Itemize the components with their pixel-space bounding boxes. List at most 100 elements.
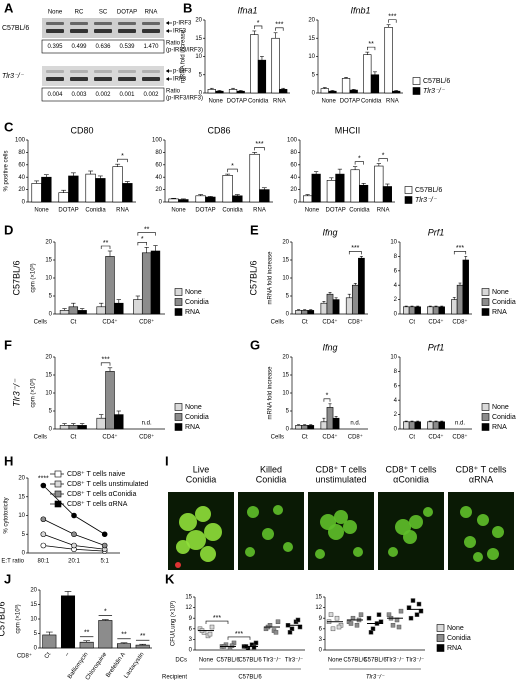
- band-label: p-IRF3: [173, 21, 192, 27]
- error-bar: [329, 177, 334, 181]
- significance: ***: [213, 615, 221, 622]
- bar: [384, 26, 393, 94]
- error-bar: [376, 163, 381, 167]
- y-tick-label: 10: [45, 391, 52, 397]
- y-tick-label: 60: [290, 162, 297, 168]
- bar: [141, 252, 152, 315]
- significance-bracket: [137, 242, 147, 246]
- y-tick-label: 15: [18, 494, 25, 500]
- legend-swatch: [481, 298, 490, 306]
- error-bar: [410, 420, 414, 422]
- error-bar: [217, 90, 222, 92]
- significance: **: [144, 226, 150, 233]
- not-determined: n.d.: [350, 421, 360, 427]
- y-tick-label: 15: [282, 373, 289, 379]
- bar: [150, 250, 161, 315]
- error-bar: [124, 181, 130, 184]
- bar: [335, 173, 345, 203]
- significance: ****: [38, 475, 49, 482]
- y-tick-label: 2: [394, 412, 398, 418]
- y-axis-label: mRNA fold increase: [181, 29, 187, 83]
- blot-column-label: SC: [99, 10, 108, 16]
- error-bar: [373, 71, 377, 75]
- point: [71, 542, 77, 549]
- chart-title: Ifng: [322, 227, 337, 237]
- legend-label: C57BL/6: [423, 78, 450, 85]
- bar: [350, 169, 360, 203]
- y-tick-label: 0: [199, 91, 203, 97]
- y-tick-label: 40: [155, 175, 162, 181]
- y-tick-label: 20: [18, 187, 25, 193]
- arrow-head: [166, 29, 169, 33]
- blot-band: [46, 70, 64, 73]
- blot-band: [46, 29, 64, 33]
- bar: [114, 302, 124, 315]
- y-tick-label: 5: [312, 72, 316, 78]
- error-bar: [386, 24, 391, 28]
- error-bar: [79, 423, 85, 426]
- error-bar: [107, 250, 113, 257]
- significance: **: [121, 632, 127, 639]
- x-tick-label: RNA: [253, 208, 266, 214]
- legend-swatch: [436, 624, 445, 632]
- significance-bracket: [378, 158, 388, 162]
- cell: [403, 530, 417, 544]
- x-tick-label: C57BL/6: [363, 658, 387, 664]
- ratio-table: [41, 39, 165, 54]
- bar: [359, 184, 369, 203]
- row-title: Tlr3⁻/⁻: [11, 378, 21, 407]
- x-tick-label: DOTAP: [227, 99, 247, 105]
- legend-label: Conidia: [492, 299, 516, 306]
- x-tick-label: Tlr3⁻/⁻: [263, 658, 281, 664]
- panel-letter: B: [183, 0, 192, 15]
- panel-letter: F: [4, 337, 12, 352]
- y-tick-label: 0: [319, 648, 323, 654]
- error-bar: [116, 410, 121, 415]
- bar: [326, 293, 334, 315]
- bar: [133, 299, 143, 315]
- significance: *: [358, 156, 361, 163]
- legend-label: CD8⁺ T cells αConidia: [67, 491, 136, 498]
- y-tick-label: 12: [185, 605, 192, 611]
- significance-bracket: [388, 19, 397, 23]
- error-bar: [404, 305, 408, 307]
- legend-label: Conidia: [185, 299, 209, 306]
- x-axis-label: E:T ratio: [1, 559, 24, 565]
- error-bar: [238, 90, 243, 92]
- bar: [345, 297, 353, 315]
- error-bar: [458, 282, 462, 286]
- dot: [396, 624, 402, 630]
- chart-title: CD80: [70, 125, 93, 135]
- significance-bracket: [227, 636, 251, 640]
- dot: [408, 615, 414, 621]
- y-tick-label: 15: [45, 258, 52, 264]
- bar: [96, 306, 106, 315]
- y-tick-label: 0: [189, 648, 193, 654]
- y-tick-label: 0: [394, 427, 398, 433]
- x-tick-label: CD8⁺: [452, 434, 467, 441]
- bar: [41, 176, 52, 203]
- y-tick-label: 20: [290, 187, 297, 193]
- significance: ***: [235, 631, 243, 638]
- x-tick-label: DOTAP: [195, 208, 215, 214]
- row-label: CD8⁺: [17, 653, 32, 660]
- bar: [295, 425, 302, 430]
- x-tick-label: Ct: [44, 651, 53, 660]
- error-bar: [297, 424, 301, 426]
- significance-bracket: [348, 251, 362, 255]
- bar: [96, 417, 106, 430]
- dot: [229, 643, 235, 649]
- bar: [222, 175, 233, 203]
- cell: [423, 507, 433, 517]
- point: [101, 531, 108, 538]
- recipient-label: Recipient: [162, 675, 187, 681]
- x-tick-label: RNA: [116, 208, 129, 214]
- not-determined: n.d.: [455, 421, 465, 427]
- cell: [175, 562, 181, 568]
- bar: [68, 425, 79, 430]
- dot: [295, 617, 301, 623]
- error-bar: [144, 247, 149, 253]
- cell: [200, 546, 216, 562]
- bar: [341, 78, 351, 94]
- x-tick-label: DOTAP: [58, 208, 78, 214]
